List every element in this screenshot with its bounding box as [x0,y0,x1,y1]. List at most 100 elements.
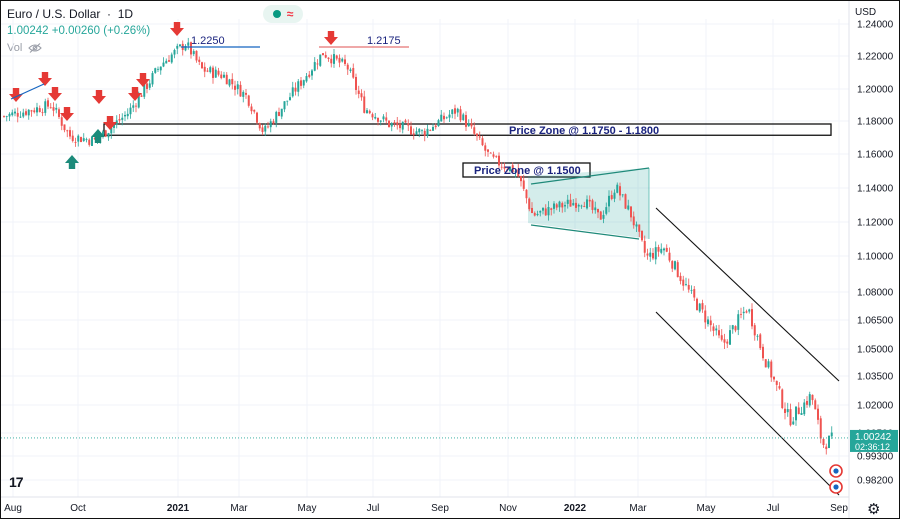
buy-arrow-icon [65,155,80,169]
candle-body [498,155,500,166]
candle-body [553,203,555,209]
candle-body [352,68,355,78]
candle-body [817,408,819,420]
candle-body [426,128,429,136]
candle-body [676,262,679,278]
candle-body [115,120,118,125]
candle-body [154,68,157,73]
candle-body [467,123,470,127]
candle-body [110,127,113,134]
interval-label: 1D [117,7,134,21]
candle-body [635,224,638,227]
candle-body [745,311,748,313]
candle-body [360,93,363,98]
candle-body [654,247,657,260]
candle-body [795,406,797,421]
candle-body [536,213,539,216]
candle-body [674,261,676,270]
price-axis: 1.24000 1.22000 1.20000 1.18000 1.16000 1.140… [857,20,894,487]
candle-body [748,309,751,312]
candle-body [269,121,272,128]
candle-body [715,328,718,331]
candle-body [665,247,668,252]
candle-body [594,207,597,211]
candle-body [173,49,176,55]
candles [3,37,833,455]
symbol-title[interactable]: Euro / U.S. Dollar · 1D [7,7,134,21]
tradingview-logo[interactable]: 17 [9,474,24,490]
candle-body [107,133,110,138]
candle-body [291,87,294,97]
candle-body [586,199,588,209]
candle-body [170,54,173,63]
candle-body [324,54,327,58]
volume-label: Vol [7,42,23,54]
candle-body [693,289,696,298]
triangle-pattern [528,167,650,240]
status-pill[interactable]: ≈ [263,5,303,23]
candle-body [781,389,784,409]
candle-body [685,284,687,285]
candle-body [151,73,154,85]
candle-body [228,79,231,86]
candle-body [731,325,734,330]
candle-body [547,207,550,216]
candle-body [267,126,269,128]
candle-body [646,253,649,256]
candle-body [737,314,740,330]
candle-body [619,186,621,196]
event-flag-icon-core [833,468,839,474]
candle-body [445,117,448,119]
candle-body [822,439,825,445]
candle-body [484,145,487,151]
candle-body [52,107,55,111]
candle-body [511,165,514,173]
change-value: +0.00260 (+0.26%) [51,25,151,37]
candle-body [792,421,795,425]
candle-body [385,117,388,121]
price-tick-label: 1.10000 [857,252,894,263]
price-tick-label: 1.22000 [857,52,894,63]
price-tag-box [850,429,898,452]
candle-body [104,130,107,137]
candle-body [118,119,121,121]
candle-body [613,192,616,199]
candle-body [77,135,80,142]
candle-body [734,326,737,331]
candle-body [113,124,115,128]
candle-body [830,432,833,437]
candle-body [528,198,531,210]
candle-body [313,62,316,71]
candle-body [217,70,220,75]
candle-body [539,210,542,213]
candle-body [756,335,759,337]
candle-body [206,70,209,72]
candle-body [709,320,712,326]
candle-body [396,122,399,126]
candle-body [569,199,572,207]
gear-icon[interactable]: ⚙ [867,501,881,518]
eye-off-icon[interactable] [28,43,43,53]
candle-body [135,105,137,107]
sell-arrow-icon [136,73,150,87]
candle-body [159,66,162,71]
candle-body [671,261,674,269]
candle-body [575,202,577,208]
candle-body [729,330,731,345]
candle-body [264,125,267,132]
time-tick-label: Mar [629,503,647,514]
candle-body [418,128,421,133]
candle-body [231,78,234,85]
candle-body [566,199,569,204]
sell-arrow-icon [170,22,184,36]
price-tick-label: 1.14000 [857,184,894,195]
candle-body [429,129,432,131]
time-tick-label: Sep [431,503,449,514]
candle-body [481,138,484,146]
candle-body [335,55,338,59]
candle-body [602,214,605,219]
candle-body [410,126,412,135]
buy-arrow-icon [91,129,106,143]
candle-body [572,203,575,206]
